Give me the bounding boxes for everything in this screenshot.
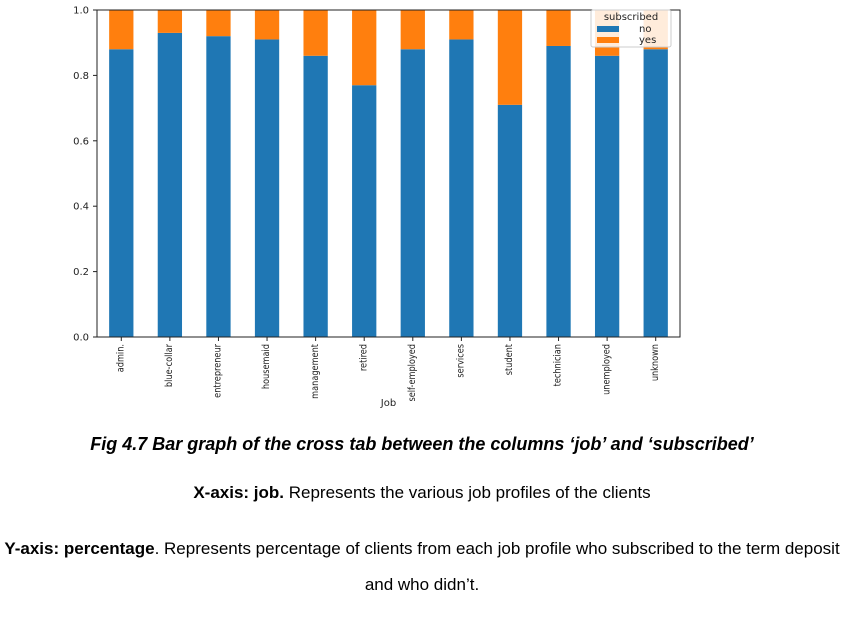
- stacked-bar-chart: admin. blue-collar entrepreneur housemaid ma…: [73, 6, 681, 409]
- figure-caption: Fig 4.7 Bar graph of the cross tab betwe…: [90, 434, 754, 454]
- y-tick-label: 0.2: [73, 267, 89, 278]
- x-tick-label: admin.: [116, 344, 127, 372]
- bar-no-retired: [352, 85, 377, 338]
- bar-no-unemployed: [594, 55, 620, 337]
- bar-yes-blue-collar: [157, 10, 183, 33]
- bar-no-housemaid: [254, 39, 280, 338]
- bar-yes-technician: [546, 10, 571, 46]
- bar-no-technician: [546, 45, 571, 337]
- bar-no-blue-collar: [157, 32, 183, 337]
- x-tick-label: unemployed: [602, 344, 613, 395]
- x-tick-label: management: [310, 344, 321, 399]
- bar-yes-admin: [109, 10, 134, 50]
- bar-no-management: [303, 55, 328, 337]
- bar-yes-retired: [352, 10, 377, 86]
- y-tick-label: 0.6: [73, 136, 89, 147]
- x-axis-description: X-axis: job. Represents the various job …: [0, 483, 844, 503]
- bar-no-self-employed: [400, 49, 425, 338]
- bar-yes-services: [449, 10, 474, 40]
- bar-no-services: [449, 39, 474, 338]
- bar-no-unknown: [643, 49, 668, 338]
- x-tick-label: technician: [553, 344, 564, 387]
- y-tick-label: 1.0: [73, 6, 89, 17]
- x-tick-label: unknown: [650, 344, 661, 381]
- y-tick-label: 0.4: [73, 202, 89, 213]
- bar-yes-entrepreneur: [206, 10, 231, 37]
- legend-swatch-no: [597, 26, 619, 32]
- x-tick-label: services: [456, 344, 467, 378]
- bar-yes-management: [303, 10, 328, 56]
- x-axis-description-text: Represents the various job profiles of t…: [284, 483, 651, 502]
- y-axis-description-text: . Represents percentage of clients from …: [154, 539, 840, 594]
- legend-swatch-yes: [597, 37, 619, 43]
- bar-yes-student: [497, 10, 523, 105]
- x-tick-label: retired: [359, 344, 370, 371]
- y-axis-description-label: Y-axis: percentage: [4, 539, 155, 558]
- x-axis-label: Job: [380, 398, 396, 409]
- legend-label-no: no: [639, 24, 651, 35]
- bar-no-admin: [109, 49, 134, 338]
- bar-yes-self-employed: [400, 10, 425, 50]
- x-tick-label: self-employed: [407, 344, 418, 402]
- x-tick-label: blue-collar: [164, 344, 175, 387]
- y-tick-label: 0.8: [73, 71, 89, 82]
- x-tick-label: housemaid: [262, 344, 273, 389]
- bar-no-entrepreneur: [206, 36, 231, 337]
- bar-yes-housemaid: [254, 10, 280, 40]
- bar-no-student: [497, 104, 523, 337]
- y-tick-label: 0.0: [73, 333, 89, 344]
- x-tick-label: student: [504, 344, 515, 376]
- legend-title: subscribed: [604, 12, 658, 23]
- plot-frame: [96, 9, 681, 338]
- y-axis-description: Y-axis: percentage. Represents percentag…: [0, 531, 844, 603]
- x-axis-description-label: X-axis: job.: [193, 483, 285, 502]
- x-tick-label: entrepreneur: [213, 344, 224, 398]
- legend-label-yes: yes: [639, 35, 656, 46]
